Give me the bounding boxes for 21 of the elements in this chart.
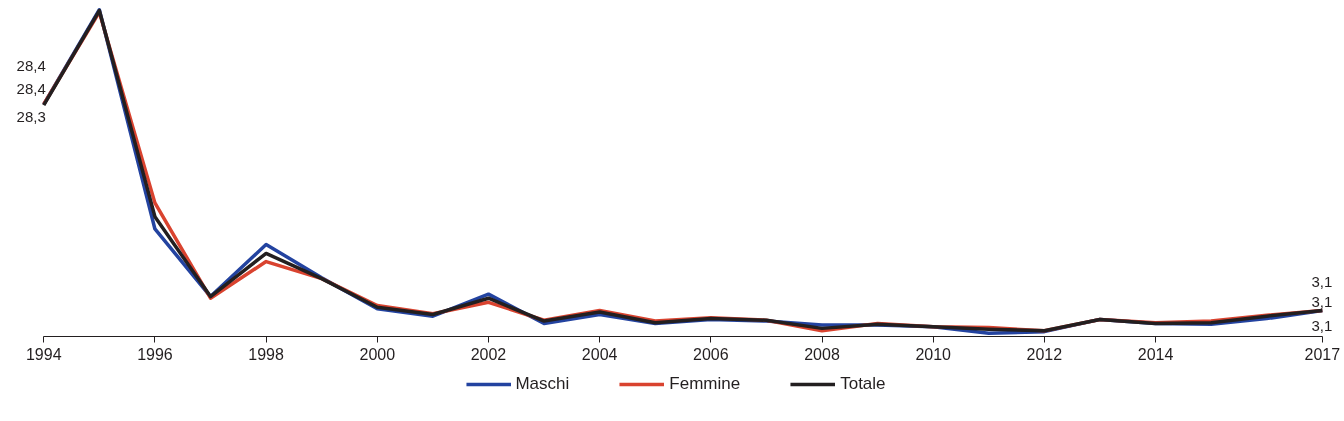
data-label: 28,4 bbox=[16, 57, 46, 75]
x-tick-label: 2004 bbox=[581, 345, 618, 363]
data-label: 28,3 bbox=[16, 108, 46, 126]
x-tick-label: 2000 bbox=[359, 345, 396, 363]
legend-label: Maschi bbox=[515, 374, 570, 394]
x-tick-label: 2010 bbox=[915, 345, 952, 363]
legend-label: Femmine bbox=[669, 374, 741, 394]
x-tick-label: 2008 bbox=[804, 345, 840, 363]
data-label: 3,1 bbox=[1311, 293, 1333, 311]
x-tick-label: 2012 bbox=[1026, 345, 1063, 363]
x-tick-label: 2017 bbox=[1304, 345, 1341, 363]
data-label: 3,1 bbox=[1311, 273, 1333, 291]
x-tick-label: 1996 bbox=[137, 345, 173, 363]
legend-label: Totale bbox=[840, 374, 886, 394]
x-tick-label: 1998 bbox=[248, 345, 284, 363]
x-tick-label: 2002 bbox=[470, 345, 507, 363]
x-tick-label: 2014 bbox=[1137, 345, 1174, 363]
x-tick-label: 2006 bbox=[693, 345, 729, 363]
data-label: 28,4 bbox=[16, 80, 46, 98]
x-tick-label: 1994 bbox=[25, 345, 62, 363]
data-label: 3,1 bbox=[1311, 317, 1333, 335]
